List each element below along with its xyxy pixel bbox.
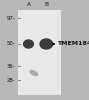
Text: A: A: [27, 2, 30, 8]
Text: 36-: 36-: [7, 64, 15, 68]
Text: TMEM184B: TMEM184B: [57, 42, 89, 47]
Text: 50-: 50-: [6, 42, 15, 47]
Text: 97-: 97-: [6, 16, 15, 20]
Ellipse shape: [30, 70, 37, 76]
Text: B: B: [44, 2, 48, 8]
Ellipse shape: [24, 40, 33, 48]
Bar: [18, 10, 61, 95]
Ellipse shape: [40, 39, 53, 49]
Text: 28-: 28-: [6, 78, 15, 82]
